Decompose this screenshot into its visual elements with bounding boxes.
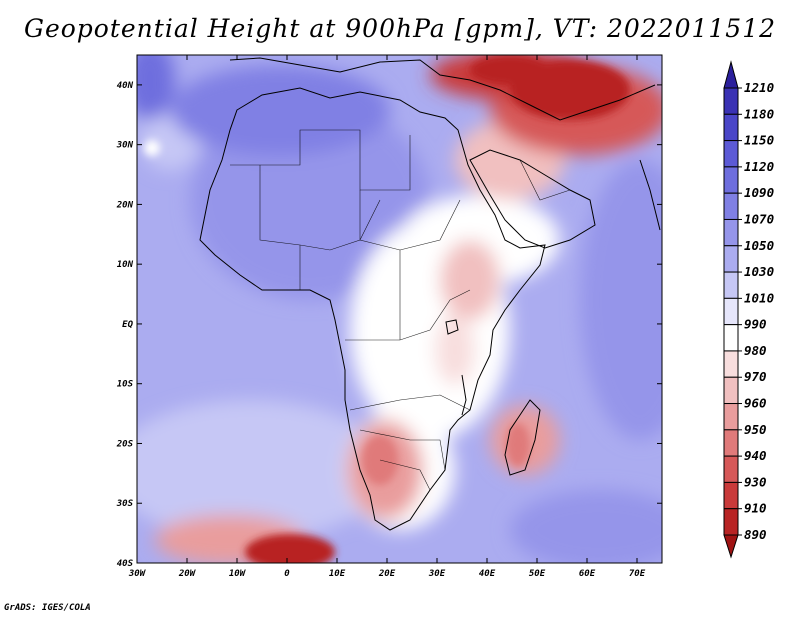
colorbar-swatch-17 <box>723 508 739 536</box>
lat-label-7: 30S <box>116 499 134 509</box>
colorbar-swatch-4 <box>723 166 739 194</box>
colorbar-label-6: 1050 <box>744 238 774 253</box>
grads-credit: GrADS: IGES/COLA <box>4 603 91 613</box>
lon-label-7: 40E <box>479 569 496 579</box>
lon-label-10: 70E <box>629 569 646 579</box>
map-frame <box>136 54 663 564</box>
colorbar-label-12: 960 <box>744 396 767 411</box>
colorbar-swatch-16 <box>723 481 739 510</box>
colorbar: 1210 1180 1150 1120 1090 1070 1050 1030 1010 990 9… <box>723 60 774 559</box>
colorbar-swatch-14 <box>723 429 739 457</box>
lon-label-2: 10W <box>229 569 247 579</box>
colorbar-label-0: 1210 <box>744 80 774 95</box>
lon-label-5: 20E <box>378 569 396 579</box>
europe-coastline <box>229 57 656 121</box>
india-coastline <box>639 159 661 231</box>
colorbar-label-17: 890 <box>744 527 767 542</box>
colorbar-swatch-12 <box>723 376 739 405</box>
colorbar-swatch-13 <box>723 403 739 431</box>
madagascar-coastline <box>504 399 541 476</box>
lon-label-1: 20W <box>178 569 197 579</box>
colorbar-swatch-7 <box>723 245 739 273</box>
colorbar-label-3: 1120 <box>744 159 774 174</box>
colorbar-label-9: 990 <box>744 317 767 332</box>
colorbar-bottom-triangle <box>723 534 739 559</box>
colorbar-label-2: 1150 <box>744 133 774 148</box>
lat-label-0: 40N <box>117 81 134 91</box>
lake-malawi <box>461 374 467 416</box>
lon-label-3: 0 <box>284 569 290 579</box>
colorbar-label-14: 940 <box>744 448 767 463</box>
lon-label-4: 10E <box>329 569 346 579</box>
colorbar-swatch-9 <box>723 297 739 326</box>
lon-label-8: 50E <box>529 569 546 579</box>
colorbar-label-5: 1070 <box>744 211 774 226</box>
lon-label-0: 30W <box>128 569 147 579</box>
lat-label-4: EQ <box>122 320 133 330</box>
colorbar-label-7: 1030 <box>744 264 774 279</box>
map-title: Geopotential Height at 900hPa [gpm], VT:… <box>23 14 777 43</box>
lat-label-8: 40S <box>117 559 134 569</box>
colorbar-swatch-10 <box>723 324 739 352</box>
colorbar-label-8: 1010 <box>744 290 774 305</box>
lat-label-1: 30N <box>116 141 134 151</box>
map-plot-area <box>137 55 662 563</box>
lon-label-6: 30E <box>428 569 446 579</box>
lon-label-9: 60E <box>579 569 596 579</box>
colorbar-label-11: 970 <box>744 369 767 384</box>
colorbar-label-16: 910 <box>744 501 767 516</box>
colorbar-swatch-1 <box>723 87 739 115</box>
colorbar-label-1: 1180 <box>744 106 774 121</box>
lat-label-6: 20S <box>116 439 134 449</box>
colorbar-label-13: 950 <box>744 422 767 437</box>
lat-label-2: 20N <box>116 200 134 210</box>
axis-ticks: 30W 20W 10W 0 10E 20E 30E 40E 50E 60E 70E 40N 30N 20N… <box>116 55 662 579</box>
lat-label-5: 10S <box>117 380 134 390</box>
lat-label-3: 10N <box>117 260 134 270</box>
colorbar-top-triangle <box>723 60 739 89</box>
colorbar-swatch-11 <box>723 350 739 378</box>
colorbar-swatch-15 <box>723 455 739 483</box>
colorbar-swatch-3 <box>723 140 739 168</box>
colorbar-label-4: 1090 <box>744 185 774 200</box>
colorbar-label-10: 980 <box>744 343 767 358</box>
colorbar-swatch-6 <box>723 218 739 247</box>
lake-victoria <box>445 319 459 335</box>
colorbar-label-15: 930 <box>744 474 767 489</box>
colorbar-swatch-8 <box>723 271 739 299</box>
country-borders <box>230 129 571 491</box>
colorbar-swatch-5 <box>723 192 739 220</box>
africa-coastline <box>199 87 546 531</box>
colorbar-swatch-2 <box>723 113 739 142</box>
